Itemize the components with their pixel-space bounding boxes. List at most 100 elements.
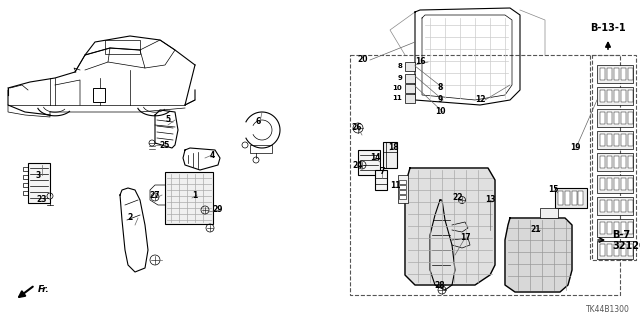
Bar [621, 244, 626, 256]
Bar [358, 150, 380, 175]
Bar [93, 88, 105, 102]
Bar [628, 112, 633, 124]
Bar [600, 112, 605, 124]
Bar [628, 90, 633, 102]
Bar [607, 200, 612, 212]
Bar [405, 74, 415, 83]
Text: 25: 25 [160, 140, 170, 150]
Bar [597, 197, 633, 215]
Bar [614, 178, 619, 190]
Bar [399, 180, 406, 184]
Text: 26: 26 [352, 123, 362, 132]
Bar [597, 65, 633, 83]
Bar [565, 191, 570, 205]
Bar [600, 178, 605, 190]
Bar [399, 190, 406, 194]
Text: 9: 9 [397, 75, 402, 81]
Text: 18: 18 [388, 144, 398, 152]
Bar [614, 222, 619, 234]
Bar [628, 200, 633, 212]
Bar [250, 145, 272, 153]
Bar [607, 222, 612, 234]
Bar [621, 178, 626, 190]
Text: 27: 27 [150, 190, 160, 199]
Bar [621, 156, 626, 168]
Text: 28: 28 [435, 280, 445, 290]
Text: 8: 8 [397, 63, 402, 69]
Bar [600, 222, 605, 234]
Bar [621, 90, 626, 102]
Text: TK44B1300: TK44B1300 [586, 306, 630, 315]
Text: 29: 29 [212, 205, 223, 214]
Text: 11: 11 [390, 181, 400, 189]
Bar [614, 134, 619, 146]
Bar [607, 244, 612, 256]
Bar [165, 172, 213, 224]
Text: 9: 9 [437, 95, 443, 105]
Bar [558, 191, 563, 205]
Bar [628, 244, 633, 256]
Text: 16: 16 [415, 57, 425, 66]
Text: 7: 7 [380, 167, 385, 176]
Text: 15: 15 [548, 186, 558, 195]
Polygon shape [505, 218, 572, 292]
Text: 2: 2 [127, 213, 132, 222]
Bar [607, 112, 612, 124]
Bar [614, 68, 619, 80]
Bar [600, 68, 605, 80]
Bar [621, 200, 626, 212]
Bar [628, 178, 633, 190]
Bar [600, 156, 605, 168]
Bar [578, 191, 583, 205]
Bar [628, 134, 633, 146]
Text: 17: 17 [460, 234, 470, 242]
Text: B-7: B-7 [612, 230, 630, 240]
Bar [614, 244, 619, 256]
Bar [614, 156, 619, 168]
Bar [398, 175, 408, 203]
Bar [23, 167, 28, 171]
Text: 10: 10 [392, 85, 402, 91]
Bar [592, 55, 636, 260]
Text: 11: 11 [392, 95, 402, 101]
Text: 5: 5 [165, 115, 171, 124]
Bar [607, 156, 612, 168]
Bar [600, 134, 605, 146]
Text: B-13-1: B-13-1 [590, 23, 626, 33]
Text: 8: 8 [437, 84, 443, 93]
Text: 23: 23 [36, 196, 47, 204]
Bar [600, 200, 605, 212]
Bar [28, 163, 50, 203]
Bar [572, 191, 577, 205]
Bar [628, 222, 633, 234]
Text: 6: 6 [255, 117, 260, 127]
Text: 12: 12 [475, 95, 485, 105]
Bar [23, 191, 28, 195]
Text: 19: 19 [570, 144, 580, 152]
Bar [597, 241, 633, 259]
Text: 24: 24 [353, 160, 364, 169]
Bar [607, 178, 612, 190]
Text: 22: 22 [452, 194, 463, 203]
Bar [628, 156, 633, 168]
Bar [597, 131, 633, 149]
Text: 1: 1 [193, 190, 198, 199]
Text: 32120: 32120 [612, 241, 640, 251]
Text: 13: 13 [484, 196, 495, 204]
Text: 4: 4 [209, 151, 214, 160]
Bar [23, 175, 28, 179]
Bar [607, 68, 612, 80]
Bar [621, 222, 626, 234]
Bar [405, 84, 415, 93]
Bar [621, 112, 626, 124]
Bar [399, 195, 406, 199]
Bar [600, 244, 605, 256]
Bar [621, 68, 626, 80]
Text: 14: 14 [370, 153, 380, 162]
Text: 10: 10 [435, 108, 445, 116]
Bar [540, 208, 558, 218]
Bar [621, 134, 626, 146]
Text: 21: 21 [531, 226, 541, 234]
Bar [105, 40, 140, 54]
Bar [350, 55, 620, 295]
